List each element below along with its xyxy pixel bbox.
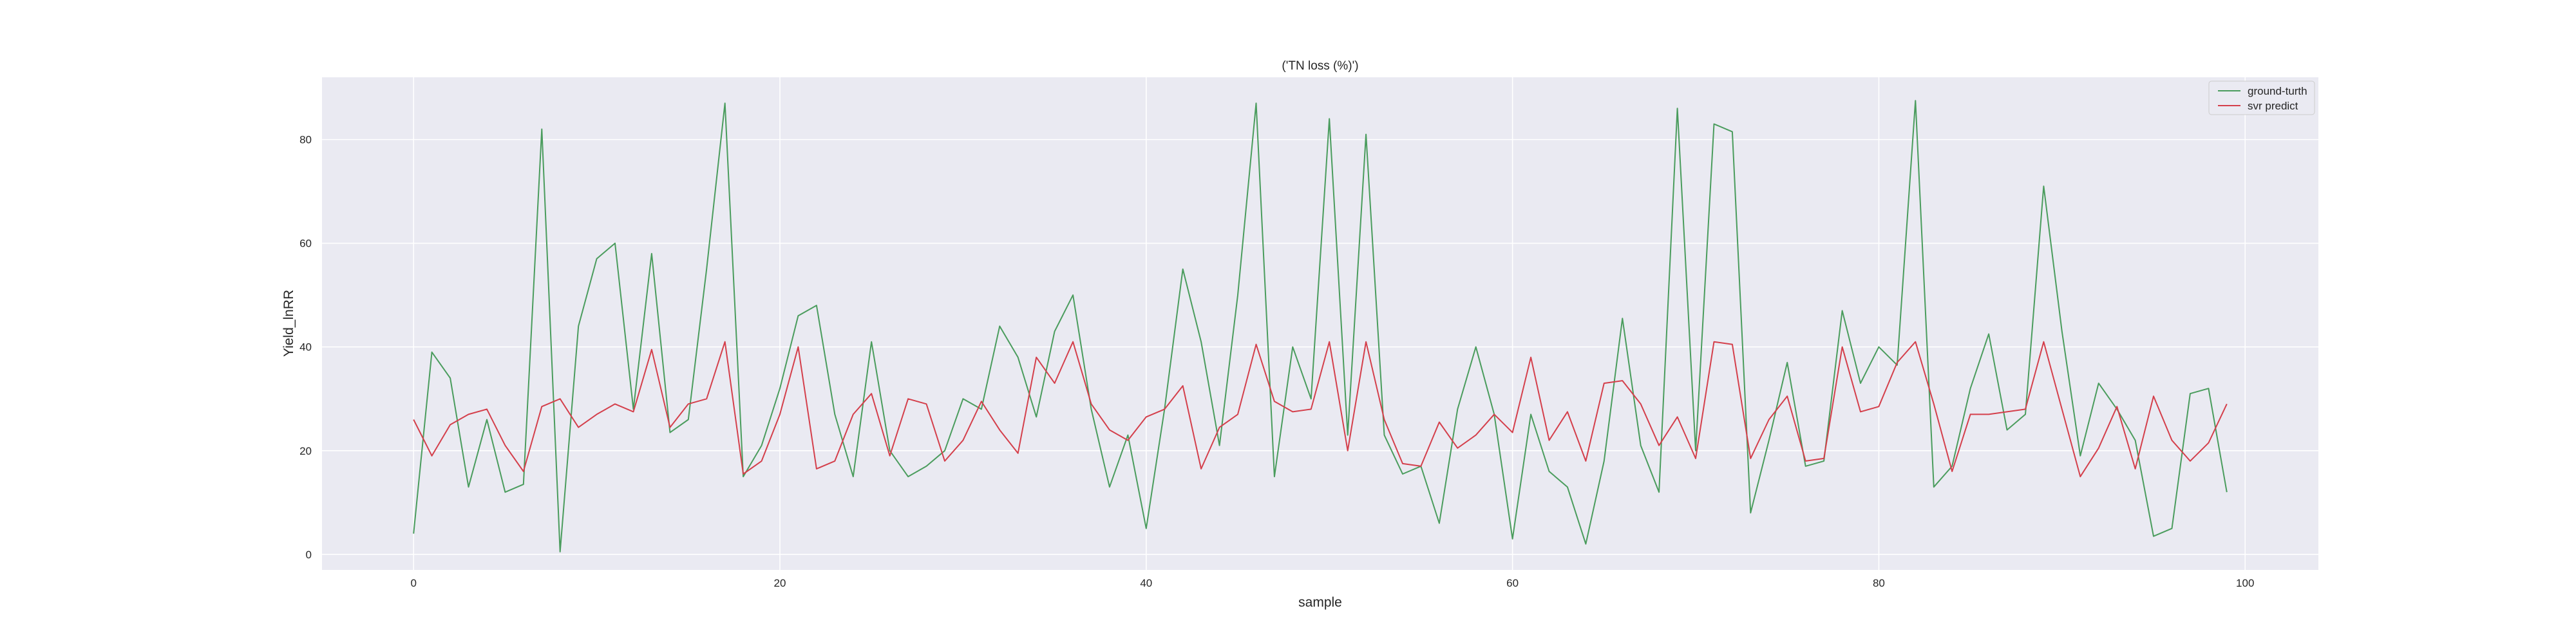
x-tick-label: 0 bbox=[410, 577, 416, 589]
plot-background bbox=[322, 77, 2318, 570]
chart-title: ('TN loss (%)') bbox=[1282, 59, 1358, 73]
x-tick-label: 60 bbox=[1506, 577, 1519, 589]
y-tick-label: 80 bbox=[299, 134, 312, 146]
legend-label-svr-predict: svr predict bbox=[2248, 100, 2298, 112]
y-tick-label: 0 bbox=[306, 549, 312, 561]
x-tick-label: 100 bbox=[2236, 577, 2254, 589]
legend-label-ground-turth: ground-turth bbox=[2248, 85, 2307, 97]
y-tick-label: 40 bbox=[299, 341, 312, 354]
x-axis-label: sample bbox=[1298, 595, 1342, 610]
x-tick-label: 80 bbox=[1873, 577, 1885, 589]
series-line-svr-predict bbox=[413, 341, 2228, 478]
tick-labels: 0 20 40 60 80 100 0 20 40 60 80 bbox=[299, 134, 2254, 589]
series-lines bbox=[413, 100, 2228, 553]
y-tick-label: 20 bbox=[299, 445, 312, 457]
grid-lines bbox=[322, 77, 2318, 570]
series-line-ground-turth bbox=[413, 100, 2228, 553]
y-axis-label: Yield_lnRR bbox=[281, 290, 296, 357]
x-tick-label: 20 bbox=[774, 577, 786, 589]
x-tick-label: 40 bbox=[1140, 577, 1152, 589]
legend: ground-turth svr predict bbox=[2208, 80, 2315, 115]
y-tick-label: 60 bbox=[299, 238, 312, 250]
